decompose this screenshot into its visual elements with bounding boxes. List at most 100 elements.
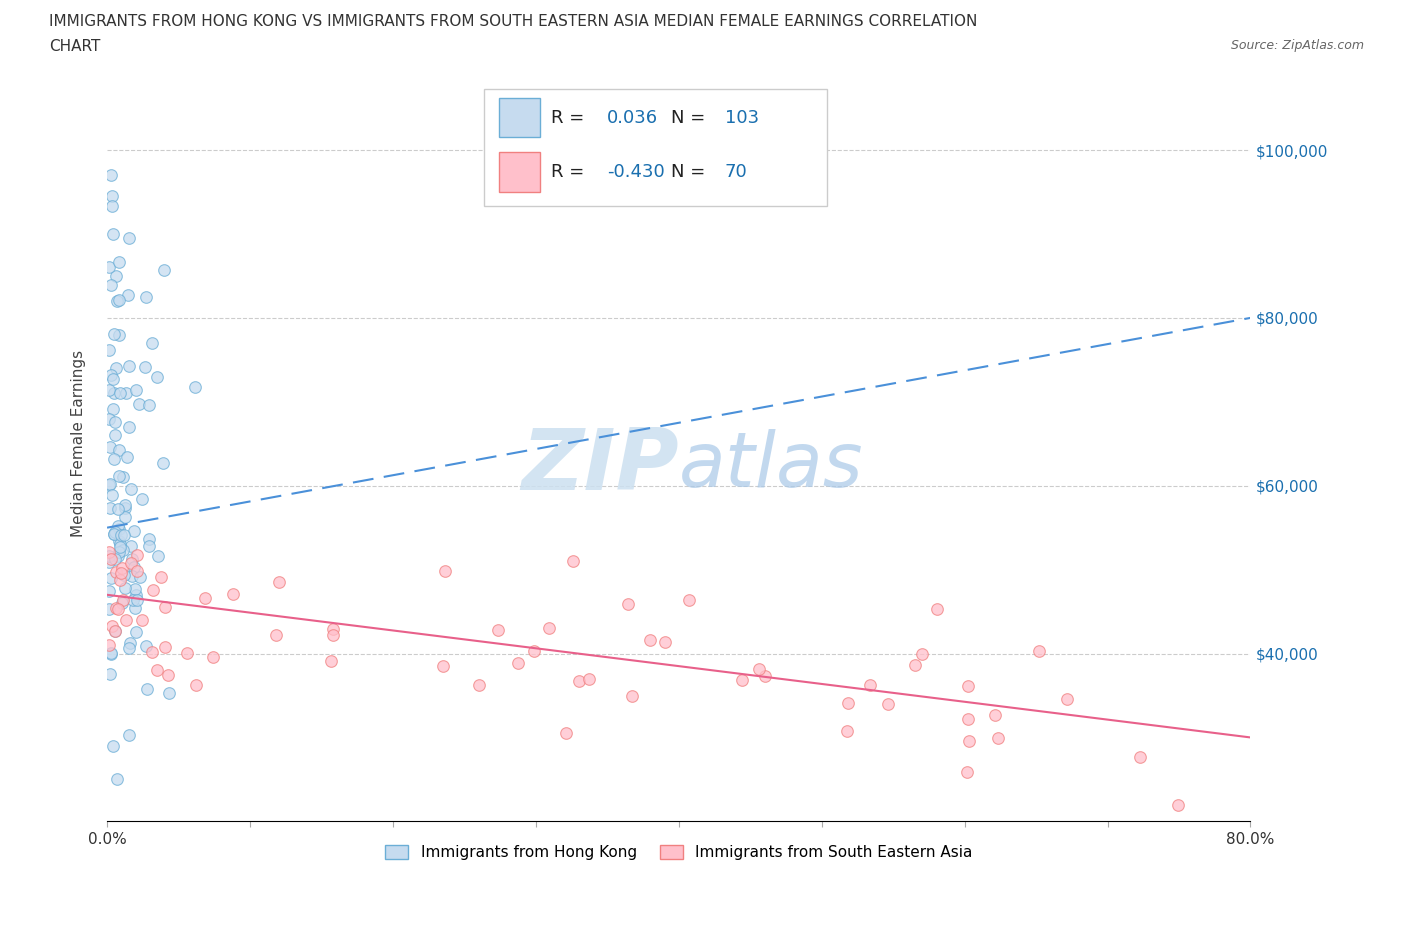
Point [101,227,124,242]
Point [638,632,661,647]
Point [100,618,122,633]
Point [877,697,900,711]
Point [432,658,454,673]
Point [176,646,198,661]
Point [97,260,120,275]
Point [108,540,131,555]
Point [117,287,139,302]
Point [103,428,125,443]
Point [111,560,134,575]
Point [100,277,122,292]
Point [118,640,141,655]
Point [146,369,169,384]
Point [122,560,145,575]
FancyBboxPatch shape [485,88,827,206]
FancyBboxPatch shape [499,153,540,192]
Point [120,538,142,553]
Point [654,634,676,649]
Point [103,386,125,401]
Point [145,662,167,677]
Text: N =: N = [671,109,711,126]
Point [125,564,148,578]
Point [114,581,136,596]
Point [617,596,640,611]
Point [114,500,136,515]
Point [105,294,128,309]
Point [138,538,160,553]
Point [124,581,146,596]
Point [266,628,288,643]
Point [101,402,124,417]
Point [108,521,131,536]
Point [124,588,146,603]
Point [97,412,120,427]
Point [107,602,129,617]
Point [267,575,290,590]
Point [110,572,132,587]
Point [150,569,173,584]
Point [121,555,143,570]
Point [100,167,122,182]
Point [678,592,700,607]
Point [186,677,208,692]
Point [110,565,132,580]
Point [97,637,120,652]
Point [103,452,125,467]
Text: IMMIGRANTS FROM HONG KONG VS IMMIGRANTS FROM SOUTH EASTERN ASIA MEDIAN FEMALE EA: IMMIGRANTS FROM HONG KONG VS IMMIGRANTS … [49,14,977,29]
Point [100,570,122,585]
Y-axis label: Median Female Earnings: Median Female Earnings [72,351,86,538]
Point [1129,750,1152,764]
Point [138,532,160,547]
Text: CHART: CHART [49,39,101,54]
Point [957,679,980,694]
Point [136,682,159,697]
Point [112,567,135,582]
Point [134,359,156,374]
Point [138,397,160,412]
Point [118,359,141,374]
Point [184,379,207,394]
Point [97,602,120,617]
Point [101,199,124,214]
Point [100,646,122,661]
Point [97,342,120,357]
Point [152,455,174,470]
Point [101,738,124,753]
Point [107,549,129,564]
Point [125,548,148,563]
Point [1028,644,1050,658]
FancyBboxPatch shape [499,98,540,137]
Point [956,764,979,779]
Point [319,654,342,669]
Point [114,510,136,525]
Text: R =: R = [551,163,589,180]
Point [486,623,509,638]
Point [322,628,344,643]
Point [98,500,121,515]
Point [122,524,145,538]
Point [107,534,129,549]
Point [107,293,129,308]
Point [108,255,131,270]
Point [554,725,576,740]
Point [131,492,153,507]
Point [104,624,127,639]
Point [157,685,180,700]
Point [118,419,141,434]
Point [105,772,128,787]
Point [100,367,122,382]
Point [107,501,129,516]
Point [538,620,561,635]
Point [194,591,217,605]
Text: R =: R = [551,109,589,126]
Point [153,640,176,655]
Point [731,672,754,687]
Point [104,525,127,539]
Point [506,656,529,671]
Point [987,731,1010,746]
Point [754,669,776,684]
Point [107,469,129,484]
Point [118,230,141,245]
Text: -0.430: -0.430 [607,163,665,180]
Point [118,635,141,650]
